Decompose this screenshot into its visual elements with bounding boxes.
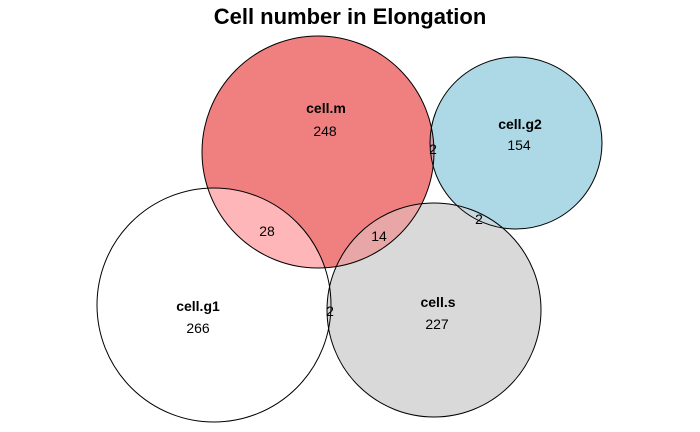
outline-cell-s xyxy=(326,202,542,418)
set-circle-cell-g2 xyxy=(430,57,602,229)
set-circle-cell-s xyxy=(327,203,541,417)
outline-cell-g2 xyxy=(429,56,603,230)
outline-cell-m xyxy=(201,35,435,269)
count-overlap-m-s: 14 xyxy=(371,228,387,244)
overlap-region-m-g1 xyxy=(202,188,331,268)
count-cell-g2: 154 xyxy=(507,137,531,153)
label-cell-g2: cell.g2 xyxy=(498,116,542,132)
count-cell-m: 248 xyxy=(313,123,337,139)
label-cell-g1: cell.g1 xyxy=(176,298,220,314)
outline-cell-g1 xyxy=(96,187,332,423)
count-overlap-m-g2: 2 xyxy=(429,141,437,157)
count-cell-g1: 266 xyxy=(186,320,210,336)
count-overlap-m-g1: 28 xyxy=(259,223,275,239)
count-overlap-g1-s: 2 xyxy=(326,303,334,319)
label-cell-s: cell.s xyxy=(420,294,455,310)
count-cell-s: 227 xyxy=(425,316,449,332)
label-cell-m: cell.m xyxy=(306,100,346,116)
count-overlap-g2-s: 2 xyxy=(475,211,483,227)
diagram-title: Cell number in Elongation xyxy=(214,4,487,29)
